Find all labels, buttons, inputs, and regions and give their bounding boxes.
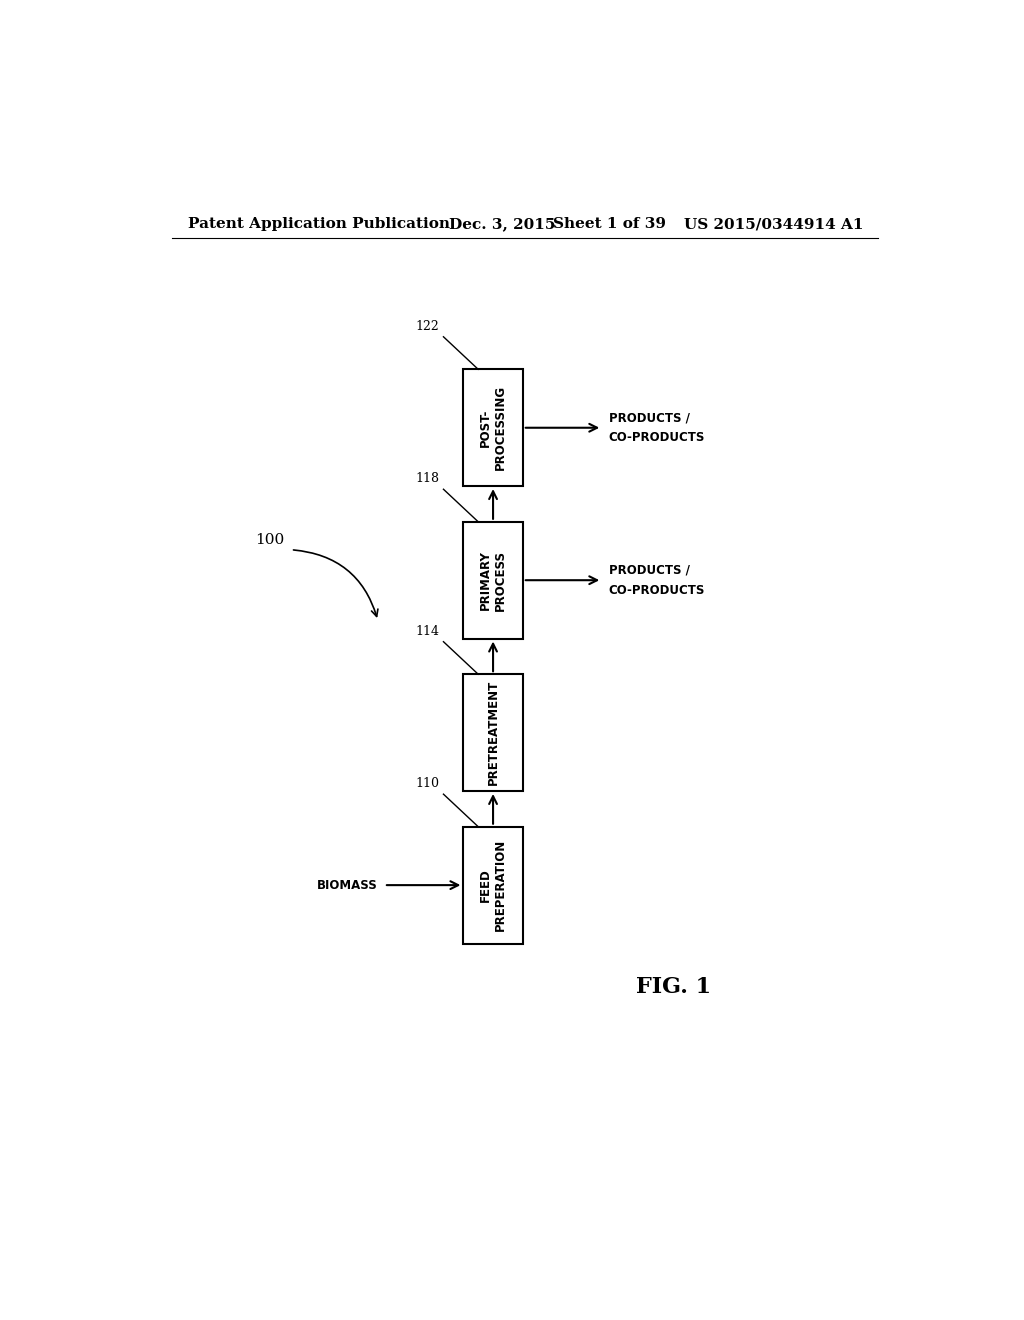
- Text: 100: 100: [255, 532, 285, 546]
- Text: PRODUCTS /: PRODUCTS /: [608, 564, 689, 577]
- Text: PRIMARY
PROCESS: PRIMARY PROCESS: [479, 549, 507, 611]
- Text: CO-PRODUCTS: CO-PRODUCTS: [608, 432, 705, 445]
- Text: FEED
PREPERATION: FEED PREPERATION: [479, 840, 507, 931]
- Text: PRODUCTS /: PRODUCTS /: [608, 411, 689, 424]
- Text: 114: 114: [416, 624, 439, 638]
- Text: 110: 110: [416, 777, 439, 791]
- Text: US 2015/0344914 A1: US 2015/0344914 A1: [684, 218, 863, 231]
- Text: Sheet 1 of 39: Sheet 1 of 39: [553, 218, 666, 231]
- Text: Patent Application Publication: Patent Application Publication: [187, 218, 450, 231]
- Text: BIOMASS: BIOMASS: [316, 879, 378, 891]
- Text: 122: 122: [416, 319, 439, 333]
- Text: CO-PRODUCTS: CO-PRODUCTS: [608, 583, 705, 597]
- Text: 118: 118: [416, 473, 439, 486]
- Bar: [463, 675, 523, 791]
- Text: FIG. 1: FIG. 1: [636, 975, 711, 998]
- Bar: [463, 521, 523, 639]
- Text: POST-
PROCESSING: POST- PROCESSING: [479, 385, 507, 470]
- Bar: [463, 370, 523, 486]
- Text: PRETREATMENT: PRETREATMENT: [486, 680, 500, 785]
- Bar: [463, 826, 523, 944]
- Text: Dec. 3, 2015: Dec. 3, 2015: [450, 218, 556, 231]
